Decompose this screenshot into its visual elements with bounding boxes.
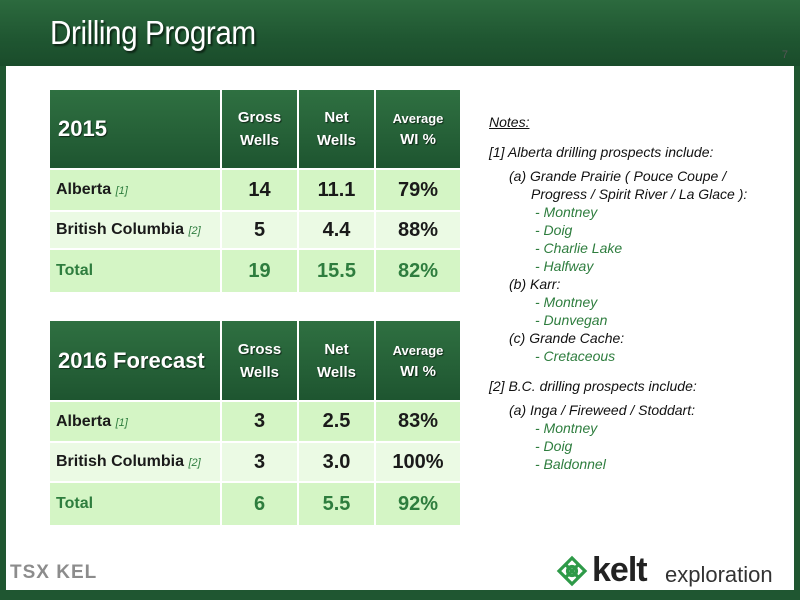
average-wi-heading: Average WI % — [374, 319, 462, 402]
average-wi-heading: Average WI % — [374, 88, 462, 170]
net-wells-heading: Net Wells — [297, 319, 376, 402]
table-row-alberta: Alberta [1] 14 11.1 79% — [48, 168, 462, 212]
footnote-ref: [2] — [188, 457, 201, 469]
right-border — [794, 66, 800, 600]
table-header-row: 2016 Forecast Gross Wells Net Wells Averag… — [48, 319, 462, 402]
average-wi-value: 79% — [374, 168, 462, 212]
note-list-item: - Dunvegan — [535, 312, 608, 328]
table-row-alberta: Alberta [1] 3 2.5 83% — [48, 400, 462, 443]
gross-wells-value: 6 — [220, 481, 299, 527]
note-list-item: - Doig — [535, 438, 573, 454]
page-number: 7 — [781, 49, 788, 61]
note-1a-line1: (a) Grande Prairie ( Pouce Coupe / — [509, 168, 727, 184]
table-row-total: Total 6 5.5 92% — [48, 481, 462, 527]
footnote-ref: [2] — [188, 225, 201, 237]
note-list-item: - Halfway — [535, 258, 594, 274]
net-wells-value: 5.5 — [297, 481, 376, 527]
left-border — [0, 66, 6, 600]
average-wi-value: 100% — [374, 441, 462, 483]
note-list-item: - Doig — [535, 222, 573, 238]
note-list-item: - Montney — [535, 420, 598, 436]
row-label: Total — [48, 481, 222, 527]
note-1a-line2: Progress / Spirit River / La Glace ): — [531, 186, 748, 202]
average-wi-value: 83% — [374, 400, 462, 443]
row-label: British Columbia [2] — [48, 441, 222, 483]
header-bar: Drilling Program — [0, 0, 800, 66]
note-1b: (b) Karr: — [509, 276, 561, 292]
row-label: British Columbia [2] — [48, 210, 222, 250]
drilling-table-2016-forecast: 2016 Forecast Gross Wells Net Wells Averag… — [48, 319, 462, 527]
table-header-row: 2015 Gross Wells Net Wells Average WI % — [48, 88, 462, 170]
note-2a: (a) Inga / Fireweed / Stoddart: — [509, 402, 695, 418]
row-label: Alberta [1] — [48, 400, 222, 443]
drilling-table-2015: 2015 Gross Wells Net Wells Average WI % Alb… — [48, 88, 462, 294]
row-label: Alberta [1] — [48, 168, 222, 212]
table-row-total: Total 19 15.5 82% — [48, 248, 462, 294]
average-wi-value: 88% — [374, 210, 462, 250]
net-wells-value: 4.4 — [297, 210, 376, 250]
gross-wells-heading: Gross Wells — [220, 88, 299, 170]
bottom-border — [0, 590, 800, 600]
net-wells-value: 3.0 — [297, 441, 376, 483]
note-list-item: - Montney — [535, 294, 598, 310]
gross-wells-heading: Gross Wells — [220, 319, 299, 402]
footnote-ref: [1] — [115, 185, 128, 197]
note-list-item: - Baldonnel — [535, 456, 606, 472]
row-label: Total — [48, 248, 222, 294]
average-wi-value: 82% — [374, 248, 462, 294]
table-year-heading: 2016 Forecast — [48, 319, 222, 402]
gross-wells-value: 5 — [220, 210, 299, 250]
footnote-ref: [1] — [115, 416, 128, 429]
table-year-heading: 2015 — [48, 88, 222, 170]
net-wells-heading: Net Wells — [297, 88, 376, 170]
gross-wells-value: 3 — [220, 400, 299, 443]
net-wells-value: 11.1 — [297, 168, 376, 212]
table-row-british-columbia: British Columbia [2] 5 4.4 88% — [48, 210, 462, 250]
average-wi-value: 92% — [374, 481, 462, 527]
gross-wells-value: 14 — [220, 168, 299, 212]
note-2-heading: [2] B.C. drilling prospects include: — [489, 378, 697, 394]
notes-panel: Notes: [1] Alberta drilling prospects in… — [489, 113, 789, 473]
note-list-item: - Montney — [535, 204, 598, 220]
note-1-heading: [1] Alberta drilling prospects include: — [489, 144, 714, 160]
gross-wells-value: 19 — [220, 248, 299, 294]
note-1c: (c) Grande Cache: — [509, 330, 625, 346]
tsx-kel-logo: TSX KEL — [10, 562, 98, 583]
exploration-wordmark: exploration — [665, 562, 773, 587]
net-wells-value: 2.5 — [297, 400, 376, 443]
net-wells-value: 15.5 — [297, 248, 376, 294]
note-list-item: - Cretaceous — [535, 348, 616, 364]
note-list-item: - Charlie Lake — [535, 240, 623, 256]
notes-heading: Notes: — [489, 114, 530, 130]
celtic-knot-icon — [556, 555, 588, 587]
gross-wells-value: 3 — [220, 441, 299, 483]
table-row-british-columbia: British Columbia [2] 3 3.0 100% — [48, 441, 462, 483]
kelt-wordmark: kelt — [592, 551, 648, 589]
slide-title: Drilling Program — [50, 14, 256, 51]
